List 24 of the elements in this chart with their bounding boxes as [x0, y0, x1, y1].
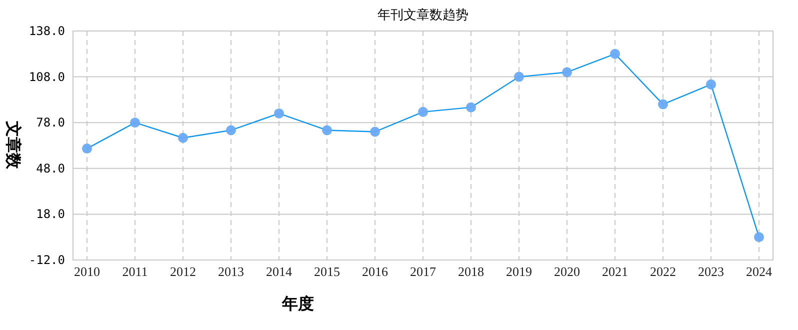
x-tick-label: 2017 [410, 264, 436, 279]
x-tick-label: 2022 [650, 264, 676, 279]
y-tick-label: 78.0 [36, 116, 65, 130]
y-tick-label: 48.0 [36, 161, 65, 176]
x-tick-label: 2016 [362, 264, 388, 279]
x-tick-label: 2014 [266, 264, 292, 279]
x-tick-label: 2018 [458, 264, 484, 279]
x-tick-label: 2021 [602, 264, 628, 279]
y-tick-label: 18.0 [36, 207, 65, 222]
chart-title: 年刊文章数趋势 [378, 7, 468, 22]
x-tick-label: 2023 [698, 264, 724, 279]
x-tick-label: 2019 [506, 264, 532, 279]
y-axis-title: 文章数 [4, 120, 22, 170]
y-tick-label: -12.0 [28, 253, 65, 267]
x-tick-label: 2010 [74, 264, 100, 279]
y-tick-label: 138.0 [28, 24, 65, 38]
x-tick-label: 2011 [122, 264, 148, 279]
y-tick-label: 108.0 [28, 70, 65, 84]
x-tick-label: 2013 [218, 264, 244, 279]
x-axis-title: 年度 [281, 294, 314, 313]
x-tick-label: 2012 [170, 264, 196, 279]
x-tick-label: 2024 [746, 264, 772, 279]
x-tick-label: 2020 [554, 264, 580, 279]
x-tick-label: 2015 [314, 264, 340, 279]
